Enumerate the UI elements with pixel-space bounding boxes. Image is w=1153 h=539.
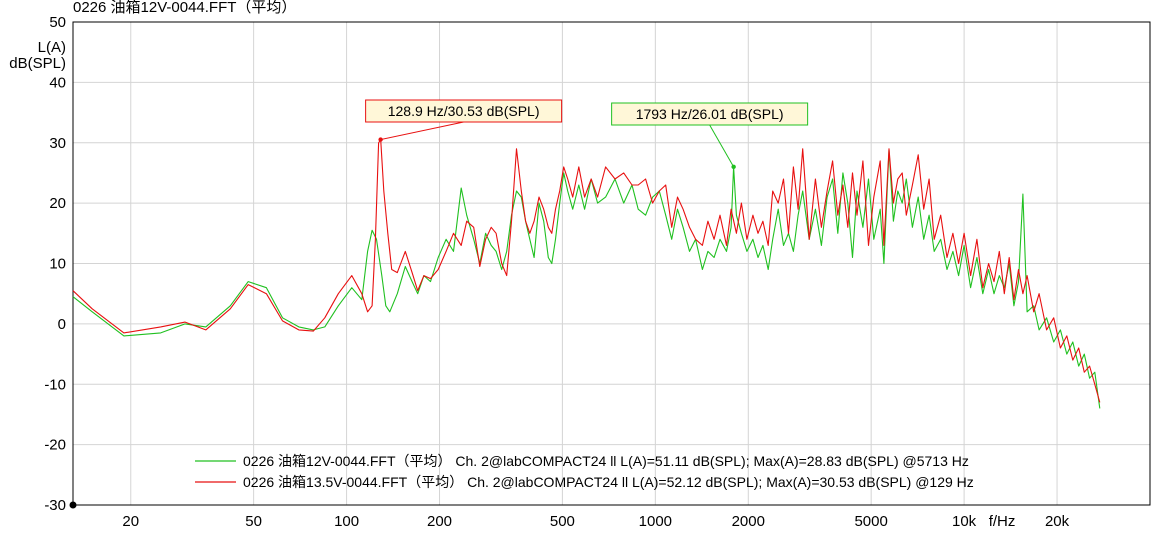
annotation-label: 128.9 Hz/30.53 dB(SPL) (388, 103, 540, 119)
x-tick-label: 50 (245, 513, 262, 530)
y-tick-label: 40 (49, 74, 66, 91)
y-tick-label: 10 (49, 256, 66, 273)
x-axis-label: f/Hz (989, 513, 1016, 530)
annotation-label: 1793 Hz/26.01 dB(SPL) (636, 106, 784, 122)
x-tick-label: 500 (550, 513, 575, 530)
annotation-box (365, 99, 563, 123)
x-tick-label: 20k (1045, 513, 1070, 530)
annotation-marker (378, 137, 383, 142)
legend-entry: 0226 油箱13.5V-0044.FFT（平均） Ch. 2@labCOMPA… (243, 474, 974, 490)
annotation-leader (380, 121, 464, 141)
y-tick-label: 30 (49, 135, 66, 152)
chart-title: 0226 油箱12V-0044.FFT（平均） (73, 0, 296, 16)
legend-entry: 0226 油箱12V-0044.FFT（平均） Ch. 2@labCOMPACT… (243, 453, 969, 469)
annotation-marker (731, 164, 736, 170)
x-tick-label: 2000 (732, 513, 765, 530)
x-tick-label: 20 (122, 513, 139, 530)
y-axis-ticks: 50 40 30 20 10 0 -10 -20 -30 (44, 14, 66, 514)
y-axis-label: L(A)dB(SPL) (9, 39, 66, 72)
y-tick-label: 20 (49, 195, 66, 212)
x-tick-label: 5000 (854, 513, 887, 530)
series-line-2 (72, 139, 1101, 403)
y-tick-label: 0 (58, 316, 66, 333)
x-tick-label: 200 (427, 513, 452, 530)
y-axis-label-line: dB(SPL) (9, 55, 66, 72)
x-tick-label: 1000 (639, 513, 672, 530)
y-axis-label-line: L(A) (38, 39, 66, 56)
annotations: 128.9 Hz/30.53 dB(SPL) 1793 Hz/26.01 dB(S… (365, 99, 809, 170)
y-tick-label: -10 (44, 376, 66, 393)
y-tick-label: -30 (44, 497, 66, 514)
origin-marker (69, 501, 77, 509)
y-tick-label: -20 (44, 437, 66, 454)
y-tick-label: 50 (49, 14, 66, 31)
plot-frame (72, 21, 1151, 506)
series-layer (72, 139, 1101, 409)
annotation-leader (709, 124, 735, 168)
x-axis-ticks: 20 50 100 200 500 1000 2000 5000 10k 20k (122, 513, 1069, 530)
grid (73, 21, 1150, 506)
legend: 0226 油箱12V-0044.FFT（平均） Ch. 2@labCOMPACT… (195, 453, 974, 490)
annotation-box (611, 102, 809, 126)
x-tick-label: 10k (952, 513, 977, 530)
x-tick-label: 100 (334, 513, 359, 530)
series-line-1 (72, 149, 1101, 409)
